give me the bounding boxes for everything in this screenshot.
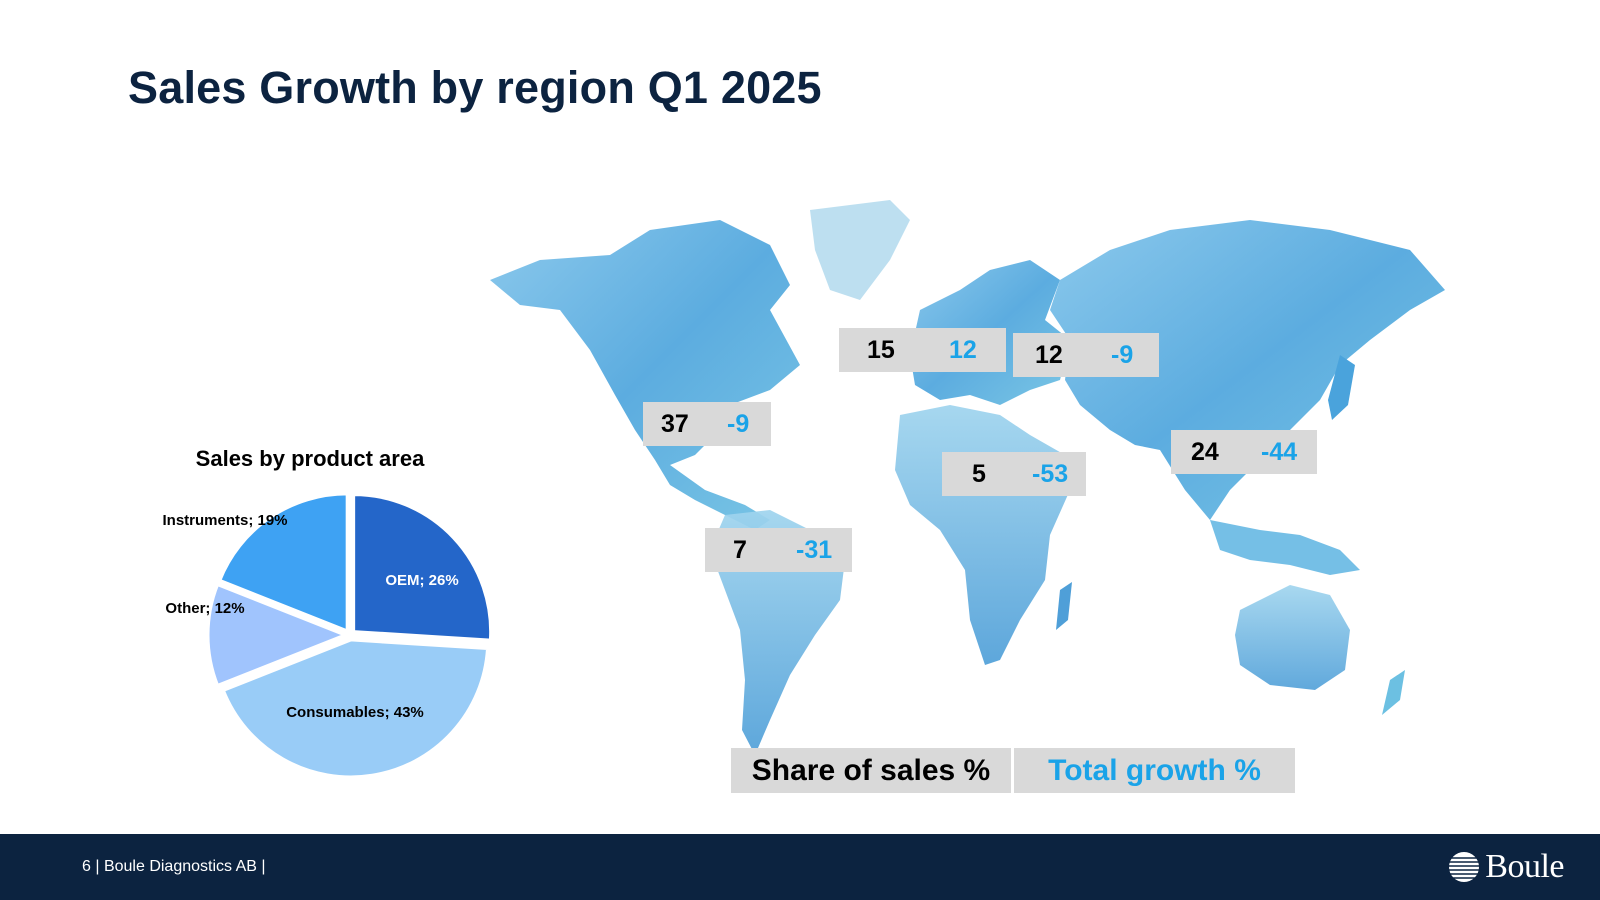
pie-slice-consumables [221,638,490,779]
growth-value: -53 [1032,459,1069,488]
region-north-america: 37 -9 [643,402,771,446]
page-number: 6 [82,858,91,875]
boule-logo: Boule [1447,848,1564,886]
region-nordics: 15 12 [839,328,1006,372]
pie-label-consumables: Consumables; 43% [286,704,424,721]
africa-shape [895,405,1070,665]
pie-slice-other [206,582,350,688]
footer-text: 6 | Boule Diagnostics AB | [82,858,266,876]
share-value: 24 [1191,437,1219,466]
greenland-shape [810,200,910,300]
australia-shape [1235,585,1350,690]
share-value: 12 [1035,340,1063,369]
pie-slice-instruments [217,492,349,634]
legend-growth-label: Total growth % [1048,753,1261,787]
page-title: Sales Growth by region Q1 2025 [128,62,822,113]
pie-title: Sales by product area [195,446,425,471]
share-value: 37 [661,409,689,438]
southeast-asia-shape [1210,520,1360,575]
growth-value: -9 [727,409,750,438]
share-value: 5 [972,459,986,488]
new-zealand-shape [1382,670,1405,715]
pie-label-instruments: Instruments; 19% [162,512,287,529]
growth-value: -31 [796,535,833,564]
japan-shape [1328,355,1355,420]
pie-label-oem: OEM; 26% [385,572,458,589]
logo-text: Boule [1485,848,1564,885]
region-asia: 24 -44 [1171,430,1317,474]
growth-value: -9 [1111,340,1134,369]
growth-value: 12 [949,335,977,364]
share-value: 15 [867,335,895,364]
pie-label-other: Other; 12% [165,600,244,617]
pie-slice-oem [352,493,493,642]
asia-shape [1050,220,1445,520]
region-middle-east-africa: 5 -53 [942,452,1086,496]
pie-chart: OEM; 26% Consumables; 43% Other; 12% Instru… [162,492,493,779]
logo-globe-icon [1449,852,1480,882]
madagascar-shape [1056,582,1072,630]
share-value: 7 [733,535,747,564]
region-europe: 12 -9 [1013,333,1159,377]
region-latin-america: 7 -31 [705,528,852,572]
company-name: Boule Diagnostics AB [103,858,257,875]
footer: 6 | Boule Diagnostics AB | Boule [0,834,1600,900]
legend-share: Share of sales % [731,748,1011,793]
legend-share-label: Share of sales % [751,753,991,787]
footer-separator: | [90,858,104,875]
footer-separator: | [256,858,266,875]
legend-growth: Total growth % [1014,748,1295,793]
north-america-shape [490,220,800,530]
growth-value: -44 [1261,437,1298,466]
